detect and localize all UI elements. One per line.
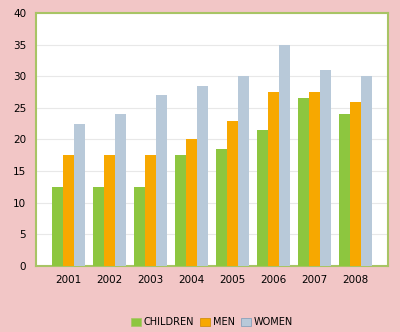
Bar [350,102,361,266]
Bar [238,76,249,266]
Legend: CHILDREN, MEN, WOMEN: CHILDREN, MEN, WOMEN [128,314,296,331]
Bar [115,114,126,266]
Bar [216,149,227,266]
Bar [197,86,208,266]
Bar [320,70,331,266]
Bar [63,155,74,266]
Bar [339,114,350,266]
Bar [93,187,104,266]
Bar [279,45,290,266]
Bar [257,130,268,266]
Bar [309,92,320,266]
Bar [175,155,186,266]
Bar [186,139,197,266]
Bar [145,155,156,266]
Bar [227,121,238,266]
Bar [134,187,145,266]
Bar [361,76,372,266]
Bar [74,124,85,266]
Bar [156,95,167,266]
Bar [298,98,309,266]
Bar [52,187,63,266]
Bar [104,155,115,266]
Bar [268,92,279,266]
